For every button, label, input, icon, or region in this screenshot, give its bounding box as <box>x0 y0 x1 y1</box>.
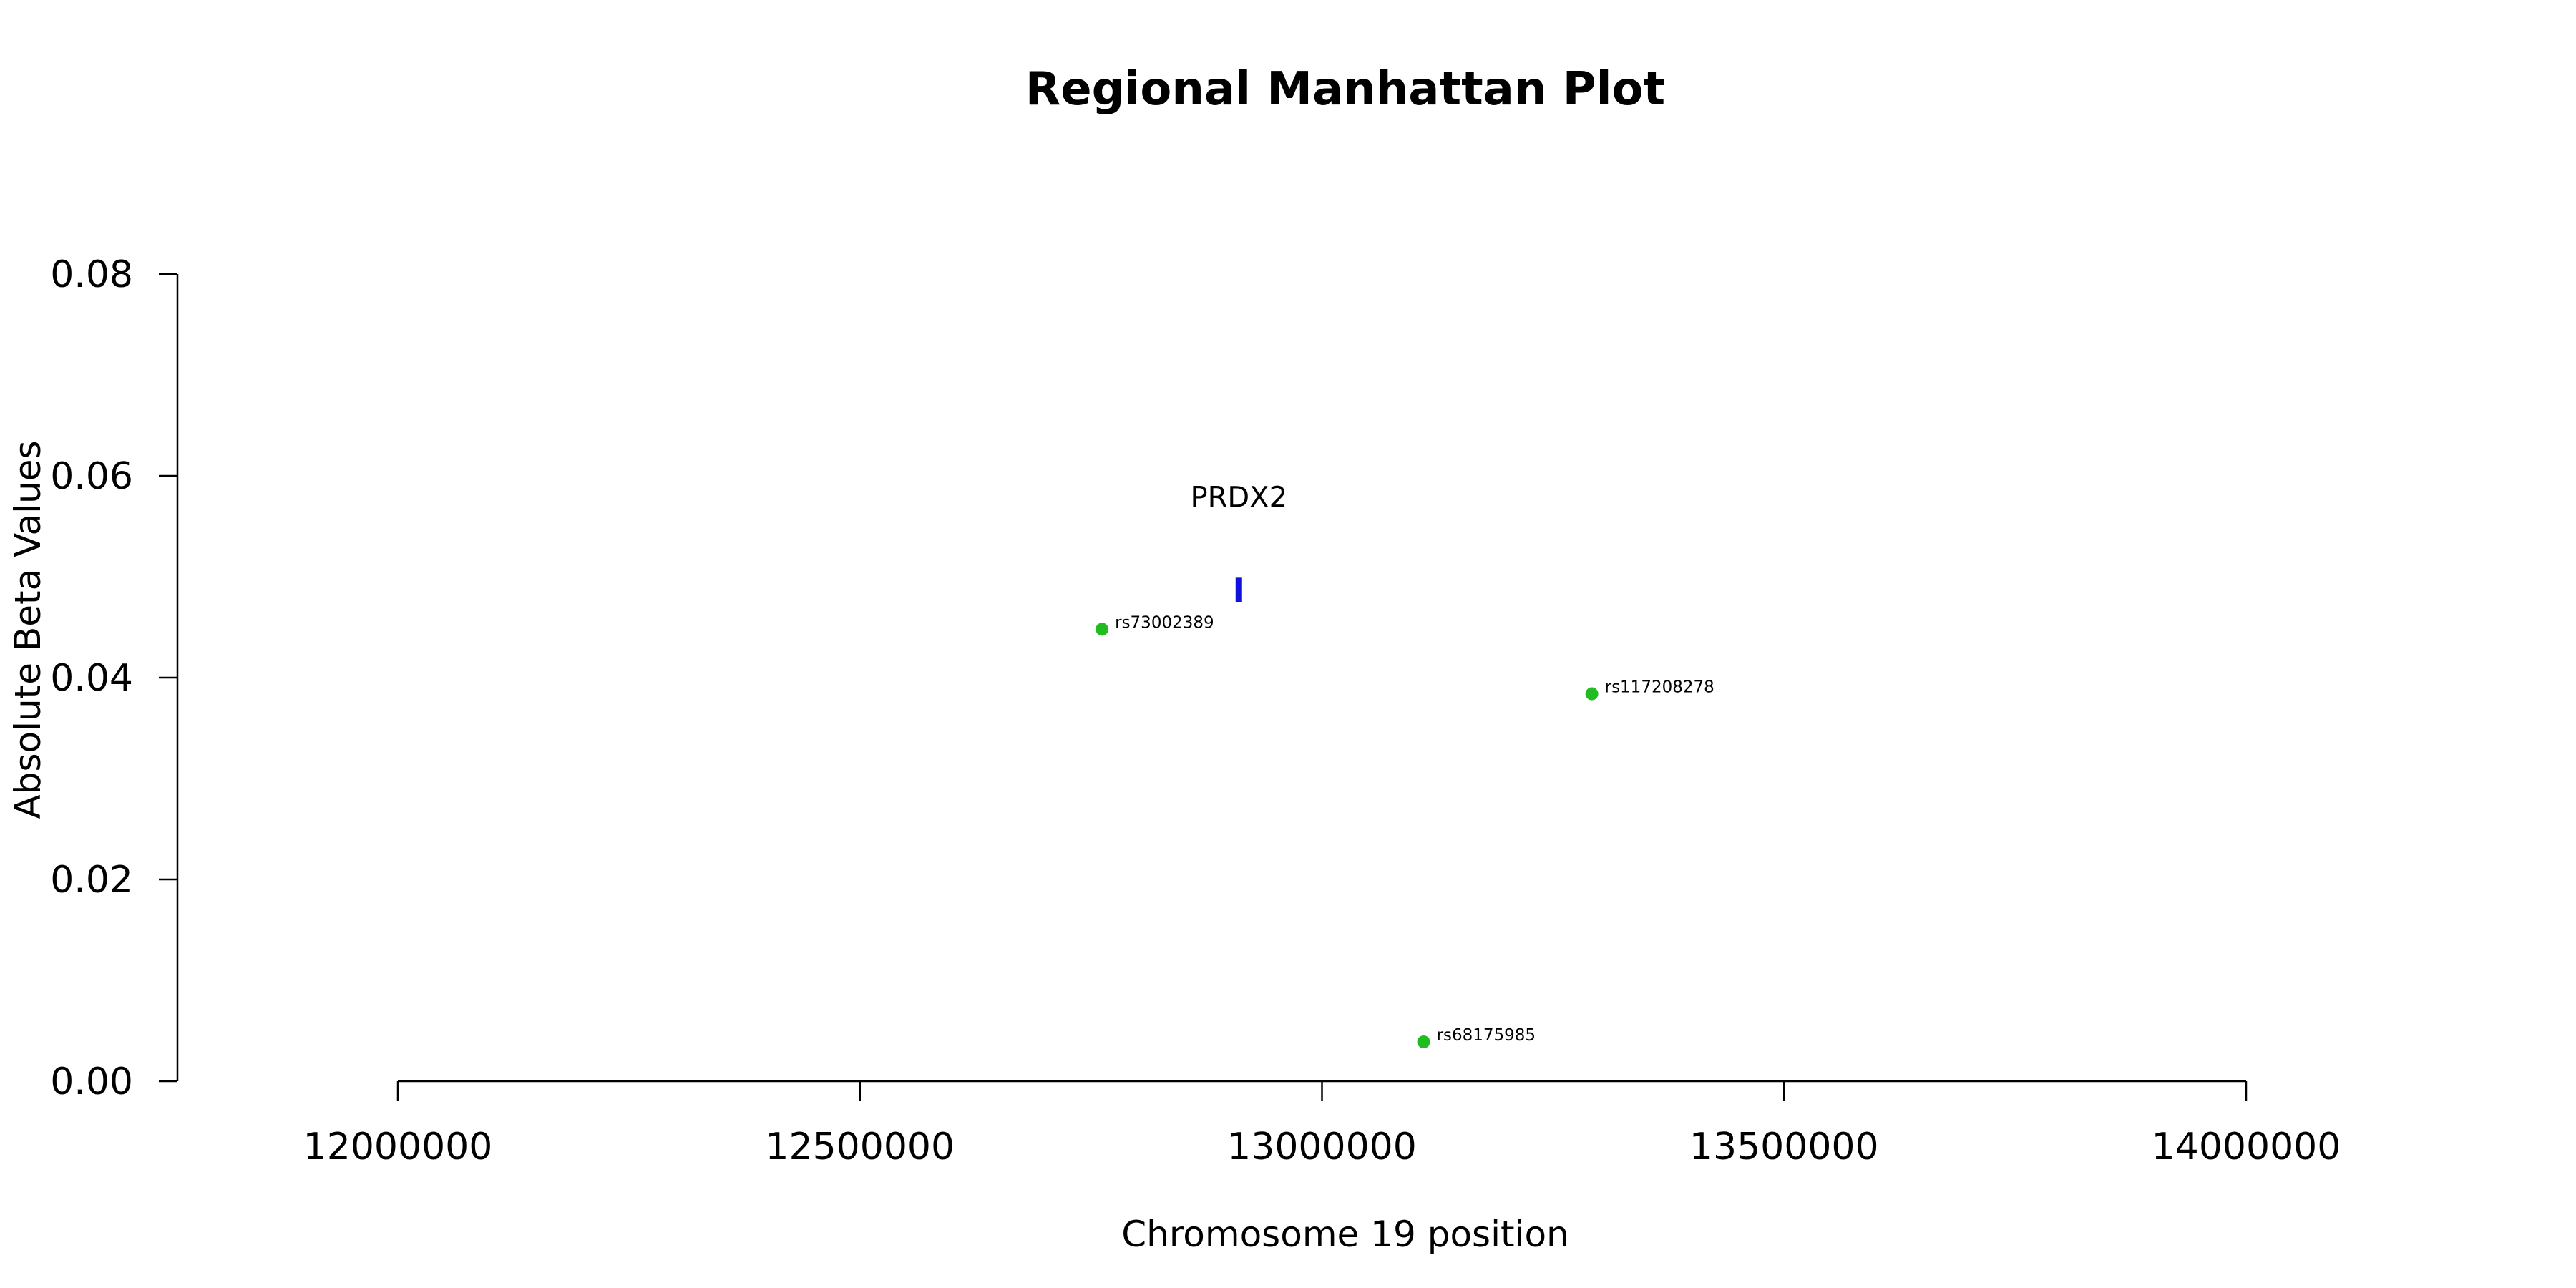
snp-point <box>1585 687 1599 701</box>
gene-label: PRDX2 <box>1190 481 1287 514</box>
x-tick-label: 13500000 <box>1689 1126 1879 1169</box>
gene-annotations: PRDX2 <box>1190 481 1287 602</box>
snp-point <box>1096 623 1109 636</box>
x-tick-label: 12000000 <box>303 1126 493 1169</box>
snp-points: rs73002389 rs117208278 rs68175985 <box>1096 613 1714 1049</box>
y-axis-ticks: 0.00 0.02 0.04 0.06 0.08 <box>50 253 177 1103</box>
x-tick-label: 14000000 <box>2152 1126 2341 1169</box>
x-tick-label: 12500000 <box>765 1126 955 1169</box>
y-tick-label: 0.02 <box>50 859 133 902</box>
x-axis-label: Chromosome 19 position <box>1121 1214 1569 1255</box>
y-axis-label: Absolute Beta Values <box>7 441 49 819</box>
y-tick-label: 0.04 <box>50 657 133 700</box>
chart-title: Regional Manhattan Plot <box>1025 63 1665 116</box>
snp-label: rs117208278 <box>1605 678 1714 697</box>
snp-label: rs68175985 <box>1437 1026 1536 1045</box>
x-axis-ticks: 12000000 12500000 13000000 13500000 14000000 <box>303 1081 2341 1169</box>
snp-label: rs73002389 <box>1115 613 1214 632</box>
y-tick-label: 0.08 <box>50 253 133 296</box>
gene-bar <box>1235 577 1242 602</box>
snp-point <box>1417 1035 1430 1049</box>
x-tick-label: 13000000 <box>1227 1126 1417 1169</box>
y-tick-label: 0.00 <box>50 1060 133 1103</box>
y-tick-label: 0.06 <box>50 455 133 498</box>
